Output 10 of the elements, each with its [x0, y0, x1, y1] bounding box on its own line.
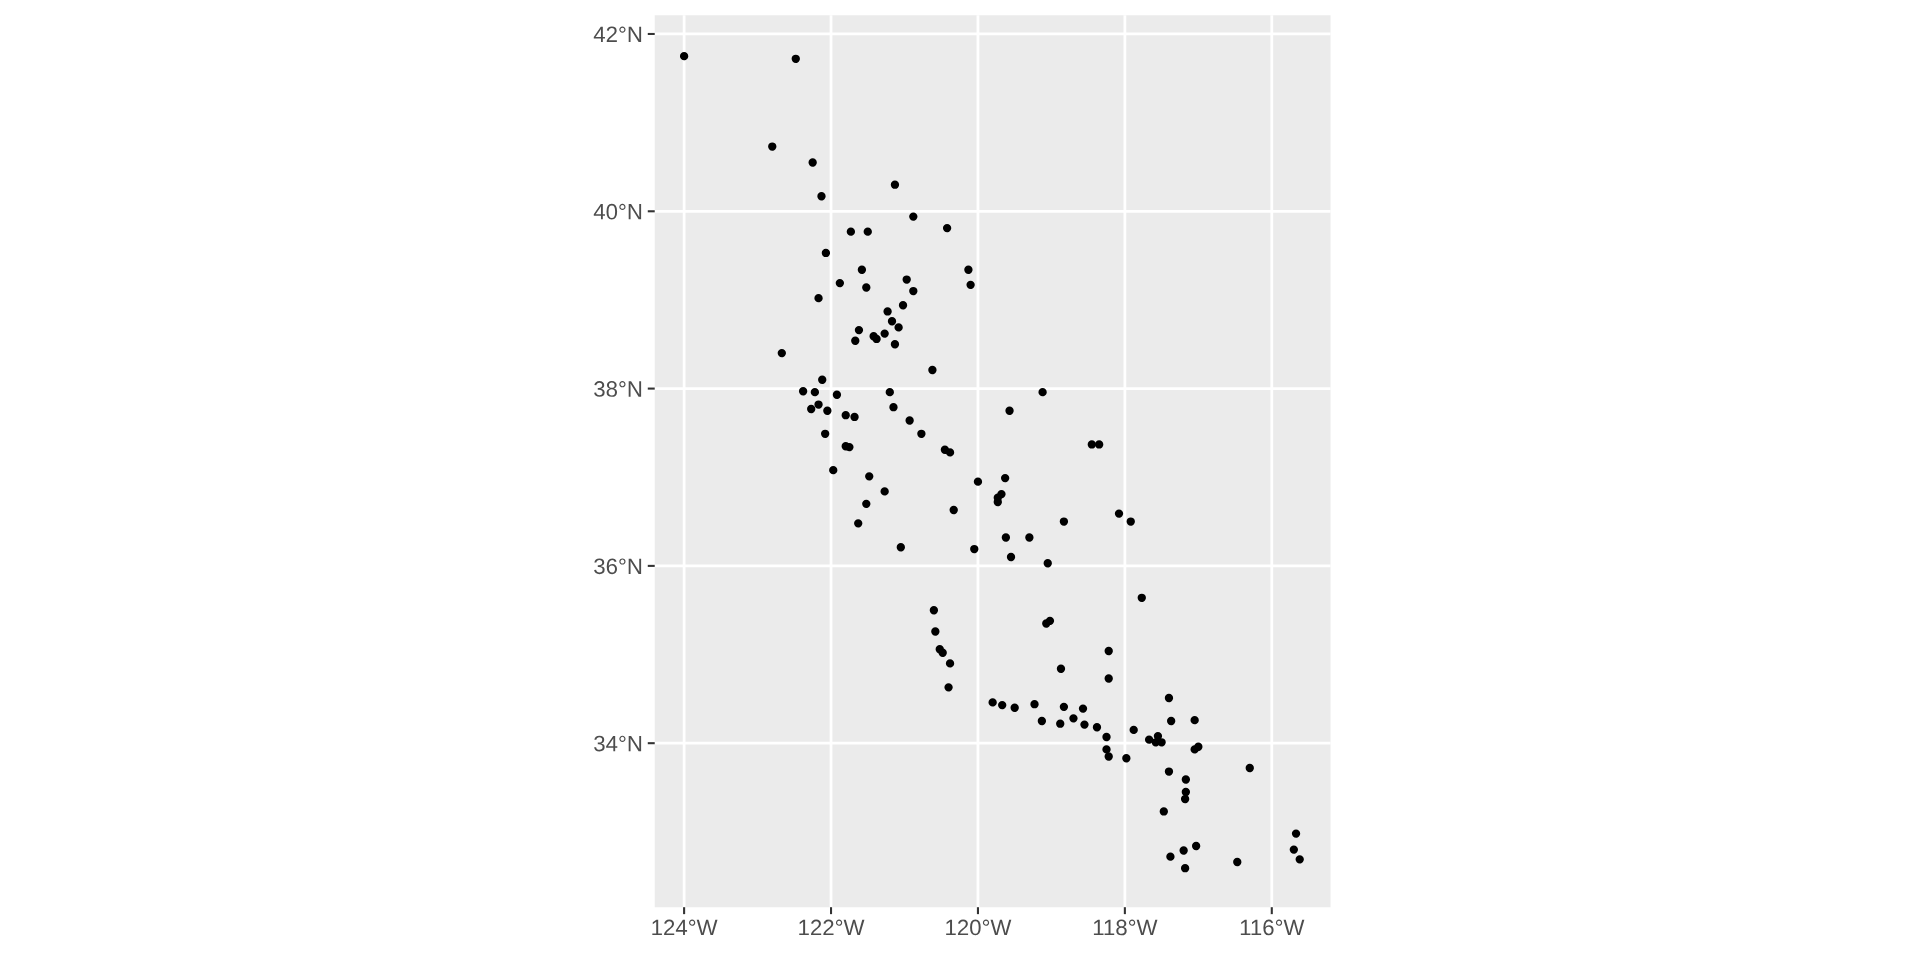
y-tick-label: 42°N — [593, 26, 642, 43]
y-tick-label: 34°N — [594, 735, 642, 752]
y-tick-label: 40°N — [593, 203, 642, 220]
x-tick-label: 118°W — [1093, 919, 1158, 936]
x-tick-label: 120°W — [946, 919, 1012, 936]
x-tick-label: 116°W — [1240, 919, 1305, 936]
y-tick-label: 36°N — [594, 558, 642, 575]
x-tick-label: 122°W — [799, 919, 865, 936]
y-tick-label: 38°N — [594, 381, 642, 397]
x-tick-label: 124°W — [652, 919, 718, 936]
